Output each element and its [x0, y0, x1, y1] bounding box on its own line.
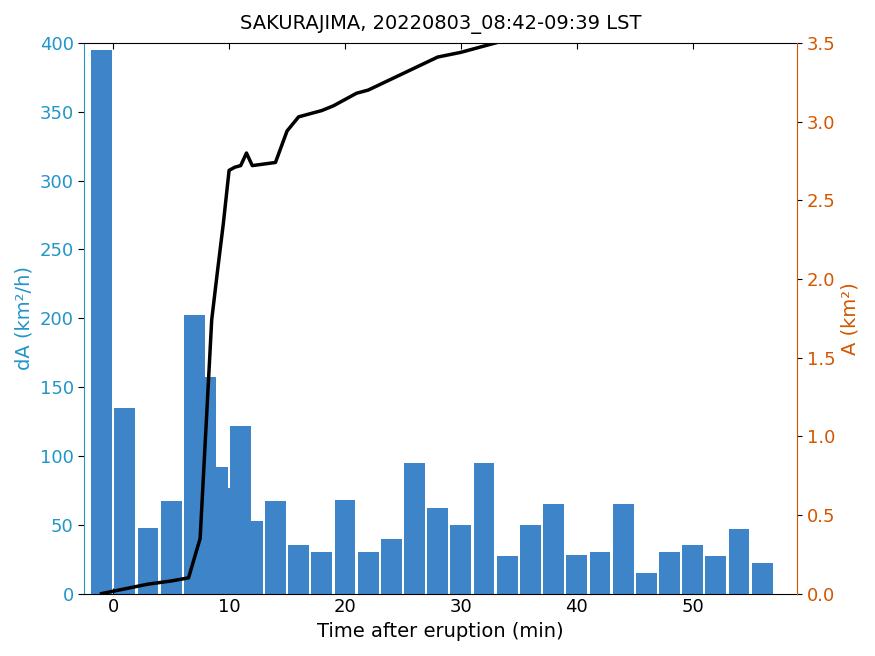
- Bar: [451, 525, 472, 594]
- Bar: [566, 555, 587, 594]
- Bar: [312, 552, 332, 594]
- Bar: [543, 504, 564, 594]
- Bar: [473, 462, 494, 594]
- Bar: [265, 501, 286, 594]
- Bar: [427, 508, 448, 594]
- Bar: [184, 316, 205, 594]
- Bar: [334, 500, 355, 594]
- Bar: [115, 408, 136, 594]
- Bar: [729, 529, 750, 594]
- Bar: [612, 504, 634, 594]
- Bar: [161, 501, 182, 594]
- Bar: [358, 552, 379, 594]
- X-axis label: Time after eruption (min): Time after eruption (min): [318, 622, 564, 641]
- Bar: [659, 552, 680, 594]
- Bar: [682, 545, 704, 594]
- Bar: [207, 467, 228, 594]
- Bar: [242, 521, 262, 594]
- Bar: [752, 564, 773, 594]
- Bar: [137, 527, 158, 594]
- Title: SAKURAJIMA, 20220803_08:42-09:39 LST: SAKURAJIMA, 20220803_08:42-09:39 LST: [240, 15, 641, 34]
- Bar: [636, 573, 657, 594]
- Bar: [705, 556, 726, 594]
- Bar: [230, 426, 251, 594]
- Bar: [520, 525, 541, 594]
- Bar: [91, 50, 112, 594]
- Bar: [497, 556, 518, 594]
- Bar: [219, 487, 240, 594]
- Bar: [590, 552, 611, 594]
- Bar: [195, 377, 216, 594]
- Y-axis label: dA (km²/h): dA (km²/h): [15, 266, 34, 370]
- Bar: [404, 462, 425, 594]
- Bar: [381, 539, 402, 594]
- Y-axis label: A (km²): A (km²): [841, 282, 860, 355]
- Bar: [288, 545, 309, 594]
